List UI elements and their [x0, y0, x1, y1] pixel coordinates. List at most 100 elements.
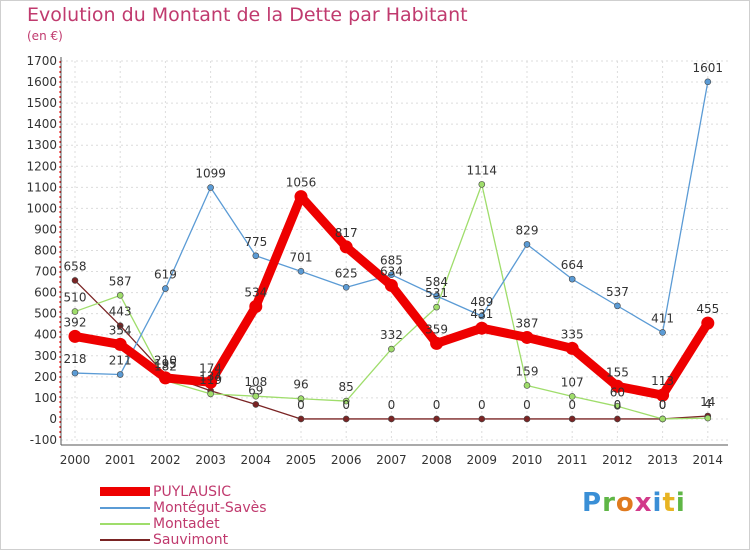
point-montegut-saves [162, 285, 169, 292]
y-tick-label: 800 [34, 244, 57, 258]
data-label-montadet: 1114 [467, 163, 498, 177]
y-tick-label: 600 [34, 286, 57, 300]
y-tick-label: 300 [34, 349, 57, 363]
y-tick-label: 0 [49, 412, 57, 426]
data-label-sauvimont: 0 [614, 398, 622, 412]
point-montegut-saves [71, 369, 79, 377]
y-axis-ticks: -100 0 100 200 300 400 500 600 700 800 900 1000 1100… [26, 54, 57, 447]
data-label-sauvimont: 69 [248, 383, 263, 397]
axes [59, 57, 728, 446]
data-label-montegut-saves: 584 [425, 275, 448, 289]
data-label-montadet: 587 [109, 274, 132, 288]
legend-swatch-montadet [100, 523, 150, 525]
point-montegut-saves [568, 275, 576, 283]
data-label-puylausic: 174 [199, 361, 222, 375]
data-label-montadet: 510 [64, 291, 87, 305]
point-sauvimont [342, 415, 350, 423]
y-tick-label: 1100 [26, 180, 57, 194]
brand-letter: i [652, 488, 663, 518]
point-sauvimont [297, 415, 305, 423]
y-tick-label: 1700 [26, 54, 57, 68]
data-label-montegut-saves: 829 [516, 223, 539, 237]
data-label-sauvimont: 0 [433, 398, 441, 412]
point-puylausic [430, 336, 444, 350]
data-label-montegut-saves: 218 [64, 352, 87, 366]
data-label-sauvimont: 0 [342, 398, 350, 412]
data-label-sauvimont: 443 [109, 305, 132, 319]
x-tick-label: 2004 [241, 453, 272, 467]
x-axis-ticks: 2000 2001 2002 2003 2004 2005 2006 2007 2008 2009… [60, 453, 723, 467]
point-puylausic [384, 278, 398, 292]
y-tick-label: 200 [34, 370, 57, 384]
point-montadet [207, 390, 214, 398]
chart-title: Evolution du Montant de la Dette par Hab… [27, 4, 468, 26]
data-label-montadet: 85 [339, 380, 354, 394]
y-tick-label: 500 [34, 307, 57, 321]
data-label-sauvimont: 0 [568, 398, 576, 412]
point-montegut-saves [116, 371, 124, 378]
point-montegut-saves [297, 268, 305, 275]
point-sauvimont [116, 322, 124, 329]
data-label-montadet: 182 [154, 360, 177, 374]
data-label-puylausic: 354 [109, 323, 132, 337]
point-sauvimont [568, 415, 576, 423]
point-montadet [71, 308, 79, 315]
point-montegut-saves [433, 292, 440, 300]
y-tick-label: 900 [34, 222, 57, 236]
point-puylausic [68, 329, 82, 343]
data-label-sauvimont: 0 [478, 398, 486, 412]
data-label-montadet: 332 [380, 328, 403, 342]
point-montegut-saves [659, 329, 666, 336]
data-label-sauvimont: 14 [700, 395, 715, 409]
x-tick-label: 2001 [105, 453, 136, 467]
point-sauvimont [388, 415, 395, 423]
data-label-sauvimont: 0 [523, 398, 531, 412]
data-label-puylausic: 534 [244, 286, 267, 300]
data-label-montegut-saves: 411 [651, 311, 674, 325]
data-label-montegut-saves: 211 [109, 354, 132, 368]
point-montegut-saves [207, 184, 214, 191]
data-label-montegut-saves: 701 [290, 250, 313, 264]
point-montadet [433, 303, 440, 311]
data-label-montadet: 159 [516, 364, 539, 378]
x-tick-label: 2014 [693, 453, 724, 467]
x-tick-label: 2006 [331, 453, 362, 467]
data-label-montadet: 96 [293, 378, 308, 392]
x-tick-label: 2010 [512, 453, 543, 467]
x-tick-label: 2008 [421, 453, 452, 467]
data-label-sauvimont: 0 [659, 398, 667, 412]
brand-logo: Proxiti [582, 488, 686, 518]
brand-letter: o [615, 488, 635, 518]
x-tick-label: 2003 [195, 453, 226, 467]
x-tick-label: 2012 [602, 453, 633, 467]
point-sauvimont [71, 277, 79, 284]
data-label-puylausic: 455 [696, 302, 719, 316]
point-sauvimont [523, 415, 531, 423]
data-label-sauvimont: 134 [199, 370, 222, 384]
data-label-montadet: 0 [659, 398, 667, 412]
data-label-puylausic: 1056 [286, 176, 317, 190]
data-label-montadet: 107 [561, 375, 584, 389]
point-montadet [252, 392, 260, 400]
point-montegut-saves [388, 271, 395, 279]
legend-swatch-puylausic [100, 487, 150, 496]
data-label-puylausic: 335 [561, 327, 584, 341]
data-label-montadet: 60 [610, 385, 625, 399]
point-sauvimont [614, 415, 621, 423]
point-puylausic [610, 379, 624, 393]
y-tick-label: 1500 [26, 96, 57, 110]
data-label-montegut-saves: 489 [470, 295, 493, 309]
point-montadet [116, 292, 124, 299]
x-tick-label: 2011 [557, 453, 588, 467]
data-labels: 658 443 210 134 69 0 0 0 0 0 0 0 0 0 14 510 587 182 119 108… [64, 61, 724, 412]
data-label-puylausic: 392 [64, 315, 87, 329]
data-label-puylausic: 359 [425, 322, 448, 336]
point-montegut-saves [704, 78, 712, 86]
brand-letter: i [675, 488, 686, 518]
data-label-puylausic: 113 [651, 374, 674, 388]
y-tick-label: 1300 [26, 138, 57, 152]
point-montadet [523, 382, 531, 389]
data-label-montadet: 531 [425, 286, 448, 300]
data-label-puylausic: 431 [470, 307, 493, 321]
data-label-puylausic: 387 [516, 316, 539, 330]
